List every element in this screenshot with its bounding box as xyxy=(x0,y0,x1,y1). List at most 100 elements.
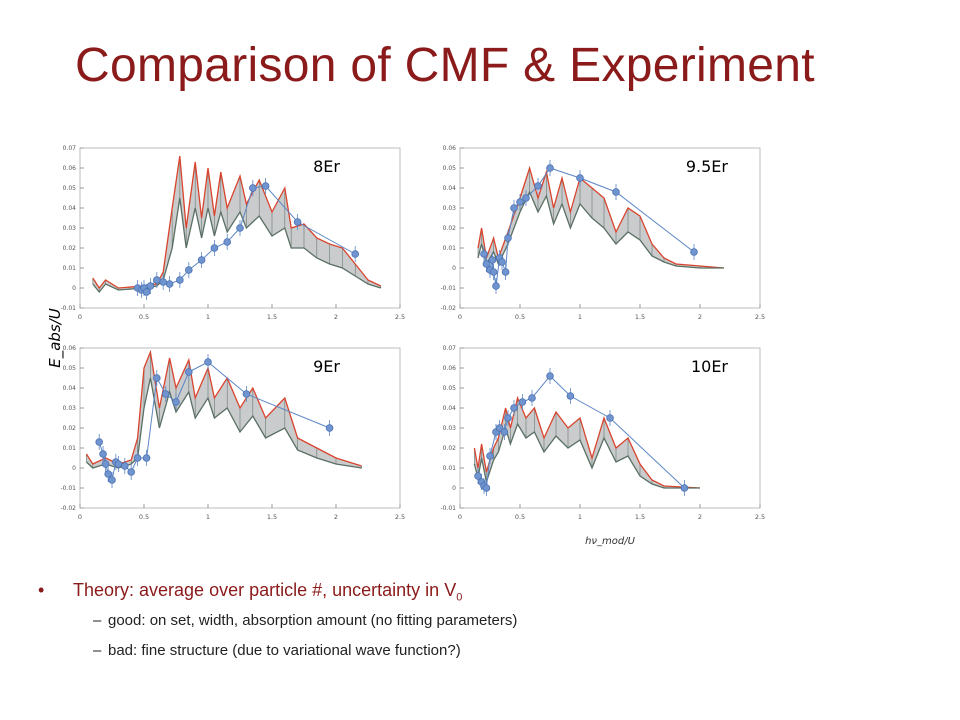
dash-icon: – xyxy=(93,612,102,629)
experiment-point xyxy=(133,454,142,462)
y-tick-label: 0.02 xyxy=(443,445,457,452)
experiment-point xyxy=(261,182,270,190)
experiment-point xyxy=(99,450,107,458)
panel-label: 8Er xyxy=(313,157,340,176)
x-axis-label: hν_mod/U xyxy=(585,536,636,547)
experiment-point xyxy=(504,234,512,242)
subbullet-bad-text: bad: fine structure (due to variational … xyxy=(108,642,461,659)
experiment-point xyxy=(108,476,116,484)
experiment-point xyxy=(249,184,257,192)
experiment-point xyxy=(690,248,698,256)
experiment-point xyxy=(489,268,498,276)
experiment-point xyxy=(142,454,151,462)
experiment-point xyxy=(500,428,509,436)
x-tick-label: 1 xyxy=(578,313,582,321)
experiment-point xyxy=(185,368,193,376)
theory-upper-line xyxy=(477,165,725,269)
x-tick-label: 1.5 xyxy=(635,313,645,321)
experiment-point xyxy=(576,174,584,182)
experiment-point xyxy=(510,204,518,212)
experiment-point xyxy=(146,282,155,290)
x-tick-label: 2.5 xyxy=(755,513,765,521)
x-tick-label: 2 xyxy=(698,313,702,321)
y-tick-label: 0.04 xyxy=(443,185,457,192)
experiment-point xyxy=(101,460,110,468)
theory-lower-line xyxy=(473,422,700,489)
y-tick-label: 0.07 xyxy=(63,145,77,152)
y-tick-label: 0.05 xyxy=(63,185,77,192)
x-tick-label: 0 xyxy=(78,313,82,321)
experiment-point xyxy=(236,224,244,232)
theory-lower-line xyxy=(85,377,362,469)
bullet-dot-icon: • xyxy=(38,580,45,600)
bullet-theory-text: Theory: average over particle #, uncerta… xyxy=(73,580,457,600)
y-tick-label: 0.06 xyxy=(63,165,77,172)
x-tick-label: 0.5 xyxy=(139,313,149,321)
x-tick-label: 1.5 xyxy=(635,513,645,521)
x-tick-label: 0 xyxy=(458,513,462,521)
experiment-point xyxy=(293,218,302,226)
y-tick-label: 0.01 xyxy=(443,245,457,252)
experiment-point xyxy=(325,424,334,432)
experiment-point xyxy=(197,256,206,264)
y-tick-label: 0 xyxy=(452,485,456,492)
panel-label: 9Er xyxy=(313,357,340,376)
y-tick-label: 0.01 xyxy=(63,445,77,452)
subbullet-good: – good: on set, width, absorption amount… xyxy=(38,612,918,640)
slide-title: Comparison of CMF & Experiment xyxy=(75,39,815,92)
experiment-point xyxy=(114,460,123,468)
y-axis-label: E_abs/U xyxy=(46,308,65,368)
x-tick-label: 2.5 xyxy=(755,313,765,321)
chart-panel-3: -0.02 -0.01 0 0.01 0.02 0.03 0.04 0.05 0.06 0 0.5 1… xyxy=(60,345,405,521)
x-tick-label: 0.5 xyxy=(139,513,149,521)
experiment-point xyxy=(159,278,167,286)
y-tick-label: 0.01 xyxy=(63,265,77,272)
experiment-point xyxy=(522,194,530,202)
panel-label: 10Er xyxy=(691,357,728,376)
experiment-point xyxy=(176,276,184,284)
y-tick-label: -0.01 xyxy=(60,305,76,312)
experiment-point xyxy=(127,468,135,476)
experiment-point xyxy=(351,250,360,258)
bullet-theory-subscript: 0 xyxy=(456,591,463,604)
x-tick-label: 0 xyxy=(78,513,82,521)
experiment-point xyxy=(172,398,180,406)
experiment-point xyxy=(185,266,193,274)
experiment-point xyxy=(528,394,536,402)
experiment-point xyxy=(104,470,112,478)
y-tick-label: 0.03 xyxy=(443,425,457,432)
theory-band xyxy=(478,168,724,268)
experiment-point xyxy=(566,392,575,400)
theory-lower-line xyxy=(477,190,724,269)
y-tick-label: 0.04 xyxy=(63,385,77,392)
x-tick-label: 0 xyxy=(458,313,462,321)
experiment-point xyxy=(486,452,494,460)
y-tick-label: 0.07 xyxy=(443,345,457,352)
experiment-point xyxy=(480,250,488,258)
panel-label: 9.5Er xyxy=(686,157,729,176)
experiment-point xyxy=(482,260,491,268)
experiment-point xyxy=(474,472,482,480)
experiment-point xyxy=(210,244,219,252)
y-tick-label: 0.06 xyxy=(63,345,77,352)
y-tick-label: 0.05 xyxy=(63,365,77,372)
experiment-point xyxy=(510,404,518,412)
experiment-point xyxy=(546,164,554,172)
experiment-point xyxy=(223,238,232,246)
theory-upper-line xyxy=(85,349,362,467)
x-tick-label: 1.5 xyxy=(267,513,277,521)
subbullet-good-text: good: on set, width, absorption amount (… xyxy=(108,612,518,629)
experiment-point xyxy=(501,268,510,276)
subbullet-bad: – bad: fine structure (due to variationa… xyxy=(38,642,918,670)
experiment-point xyxy=(612,188,620,196)
experiment-point xyxy=(488,256,497,264)
experiment-point xyxy=(153,374,161,382)
bullet-theory: • Theory: average over particle #, uncer… xyxy=(38,580,918,610)
x-tick-label: 0.5 xyxy=(515,513,525,521)
y-tick-label: 0 xyxy=(452,265,456,272)
x-tick-label: 1.5 xyxy=(267,313,277,321)
x-tick-label: 1 xyxy=(206,313,210,321)
y-tick-label: 0.06 xyxy=(443,145,457,152)
